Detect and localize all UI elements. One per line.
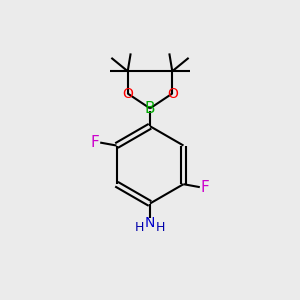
Text: F: F — [200, 180, 209, 195]
Text: N: N — [145, 216, 155, 230]
Text: O: O — [167, 86, 178, 100]
Text: H: H — [156, 221, 165, 234]
Text: H: H — [135, 221, 144, 234]
Text: O: O — [122, 86, 133, 100]
Text: F: F — [91, 135, 100, 150]
Text: B: B — [145, 101, 155, 116]
